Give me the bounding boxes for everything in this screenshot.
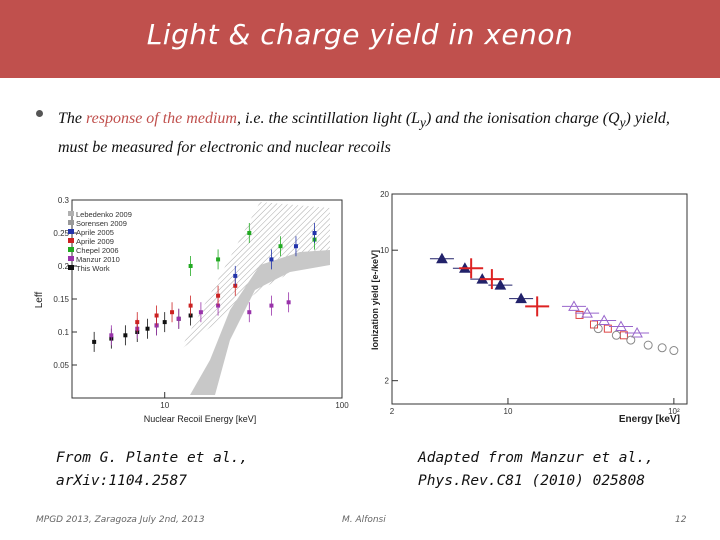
legend-swatch bbox=[68, 247, 74, 252]
leff-points bbox=[92, 223, 317, 352]
leff-ytick-label: 0.3 bbox=[58, 196, 70, 205]
footer-page-number: 12 bbox=[675, 515, 687, 525]
leff-point bbox=[188, 264, 193, 268]
leff-point bbox=[123, 333, 128, 338]
legend-entry-3: Aprile 2009 bbox=[76, 237, 114, 246]
qy-points bbox=[429, 252, 679, 356]
caption-right-line1: Adapted from Manzur et al., bbox=[418, 450, 654, 466]
leff-yticks: 0.05 0.1 0.15 0.2 0.25 0.3 bbox=[53, 196, 77, 370]
bullet-sub2: y bbox=[619, 115, 626, 131]
caption-left-line2: arXiv:1104.2587 bbox=[56, 473, 187, 489]
qy-xticks: 2 10 10² bbox=[390, 398, 680, 416]
qy-yticks: 2 10 20 bbox=[380, 190, 398, 386]
qy-xtick-label: 10² bbox=[668, 407, 680, 416]
legend-entry-1: Sorensen 2009 bbox=[76, 219, 127, 228]
leff-point bbox=[247, 310, 252, 315]
qy-point bbox=[657, 343, 667, 353]
sorensen-band bbox=[190, 250, 330, 395]
qy-point bbox=[611, 330, 621, 340]
leff-point bbox=[145, 326, 150, 331]
legend-entry-4: Chepel 2006 bbox=[76, 246, 119, 255]
leff-point bbox=[216, 257, 221, 262]
leff-point bbox=[109, 333, 114, 338]
bullet-sub1: y bbox=[420, 115, 426, 131]
leff-point bbox=[216, 293, 221, 298]
leff-point bbox=[269, 257, 274, 262]
qy-point bbox=[626, 335, 636, 345]
qy-plot: 2 10 20 2 10 10² Energy [keV] Ionization yie… bbox=[370, 190, 695, 425]
bullet-text: The response of the medium, i.e. the sci… bbox=[58, 106, 698, 160]
legend-entry-2: Aprile 2005 bbox=[76, 228, 114, 237]
qy-point bbox=[589, 320, 598, 329]
footer-center: M. Alfonsi bbox=[342, 515, 386, 525]
leff-point bbox=[162, 320, 167, 325]
leff-point bbox=[154, 313, 159, 318]
title-bar bbox=[0, 0, 720, 78]
bullet-part3: ) and the ionisation charge (Q bbox=[425, 110, 620, 127]
leff-xtick-label: 100 bbox=[335, 401, 349, 410]
legend-entry-6: This Work bbox=[76, 264, 110, 273]
qy-point bbox=[593, 324, 603, 334]
qy-ytick-label: 10 bbox=[380, 246, 389, 255]
leff-ytick-label: 0.05 bbox=[53, 361, 69, 370]
leff-ytick-label: 0.15 bbox=[53, 295, 69, 304]
leff-point bbox=[278, 244, 283, 249]
leff-point bbox=[286, 300, 291, 305]
bullet-highlight: response of the medium bbox=[86, 110, 237, 127]
bullet-dot bbox=[36, 110, 43, 117]
leff-point bbox=[170, 310, 175, 315]
leff-plot-svg: 0.05 0.1 0.15 0.2 0.25 0.3 10 100 Lebedenko 20… bbox=[34, 196, 349, 424]
slide-title: Light & charge yield in xenon bbox=[146, 18, 574, 51]
qy-point bbox=[494, 279, 507, 290]
leff-point bbox=[135, 320, 140, 325]
qy-frame bbox=[391, 193, 688, 405]
qy-xlabel: Energy [keV] bbox=[619, 414, 680, 425]
leff-xlabel: Nuclear Recoil Energy [keV] bbox=[144, 414, 257, 424]
legend-swatch bbox=[68, 238, 74, 243]
leff-xticks: 10 100 bbox=[160, 392, 349, 410]
leff-ytick-label: 0.1 bbox=[58, 328, 70, 337]
leff-ytick-label: 0.2 bbox=[58, 262, 70, 271]
legend-swatch bbox=[68, 256, 74, 261]
leff-point bbox=[269, 303, 274, 308]
legend-entry-5: Manzur 2010 bbox=[76, 255, 120, 264]
leff-ytick-label: 0.25 bbox=[53, 229, 69, 238]
legend-swatch bbox=[68, 229, 74, 234]
leff-point bbox=[92, 339, 97, 344]
leff-xtick-label: 10 bbox=[160, 401, 169, 410]
leff-point bbox=[198, 310, 203, 315]
qy-point bbox=[598, 314, 610, 326]
bullet-part2: , i.e. the scintillation light (L bbox=[236, 110, 421, 127]
qy-point bbox=[643, 340, 653, 350]
leff-ylabel: Leff bbox=[34, 292, 45, 309]
qy-point bbox=[669, 346, 679, 356]
qy-plot-svg: 2 10 20 2 10 10² Energy [keV] Ionization yie… bbox=[370, 190, 688, 425]
caption-right-line2: Phys.Rev.C81 (2010) 025808 bbox=[418, 473, 645, 489]
caption-right: Adapted from Manzur et al., Phys.Rev.C81… bbox=[418, 447, 654, 493]
leff-plot: 0.05 0.1 0.15 0.2 0.25 0.3 10 100 Lebedenko 20… bbox=[30, 190, 350, 430]
qy-xtick-label: 2 bbox=[390, 407, 395, 416]
leff-point bbox=[188, 303, 193, 308]
qy-ytick-label: 20 bbox=[380, 190, 389, 199]
leff-point bbox=[247, 231, 252, 235]
legend-swatch bbox=[68, 211, 74, 216]
legend-swatch bbox=[68, 265, 74, 270]
bullet-part4: ) yield, must be measured for electronic… bbox=[58, 110, 670, 157]
qy-point bbox=[436, 252, 448, 264]
qy-point bbox=[603, 324, 612, 333]
leff-point bbox=[176, 316, 181, 321]
qy-ylabel: Ionization yield [e-/keV] bbox=[370, 250, 380, 350]
caption-left-line1: From G. Plante et al., bbox=[56, 450, 249, 466]
legend-swatch bbox=[68, 220, 74, 225]
leff-point bbox=[233, 273, 238, 278]
qy-xtick-label: 10 bbox=[504, 407, 513, 416]
qy-ytick-label: 2 bbox=[385, 377, 390, 386]
leff-point bbox=[293, 244, 298, 249]
legend-entry-0: Lebedenko 2009 bbox=[76, 210, 132, 219]
leff-point bbox=[312, 231, 317, 235]
bullet-part1: The bbox=[58, 110, 86, 127]
footer-left: MPGD 2013, Zaragoza July 2nd, 2013 bbox=[36, 515, 205, 525]
caption-left: From G. Plante et al., arXiv:1104.2587 bbox=[56, 447, 248, 493]
